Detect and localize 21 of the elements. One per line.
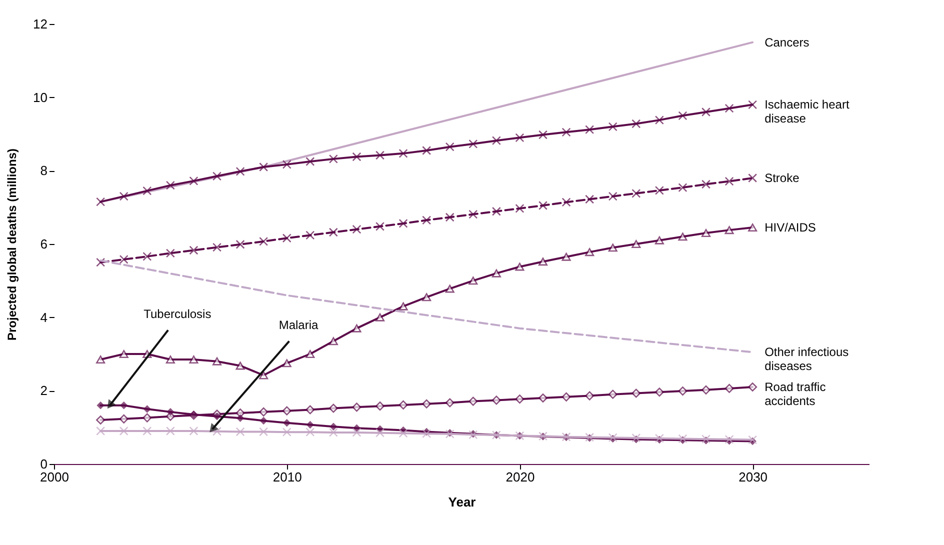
x-tick-label: 2010 <box>272 470 302 484</box>
x-tick-label: 2000 <box>40 470 69 484</box>
text: Tuberculosis <box>144 307 212 321</box>
y-tick-label: 12 <box>33 16 48 32</box>
y-tick-label: 2 <box>40 383 48 398</box>
y-tick-label: 0 <box>40 456 48 472</box>
x-tick-label: 2020 <box>506 470 535 484</box>
y-tick-label: 8 <box>40 163 48 178</box>
series-label: Road traffic accidents <box>764 380 826 408</box>
series-label: Other infectious diseases <box>764 345 849 374</box>
series-label: Cancers <box>764 35 810 50</box>
series-label: Ischaemic heart disease <box>764 98 850 126</box>
x-axis-title: Year <box>448 494 476 510</box>
x-tick-label: 2030 <box>738 470 768 484</box>
series-label: Stroke <box>764 171 800 185</box>
y-axis-title: Projected global deaths (millions) <box>5 148 20 341</box>
y-tick-label: 10 <box>33 90 48 105</box>
y-tick-label: 4 <box>40 310 48 325</box>
text: Malaria <box>278 318 318 332</box>
series-label: HIV/AIDS <box>764 220 816 234</box>
y-tick-label: 6 <box>40 236 48 252</box>
